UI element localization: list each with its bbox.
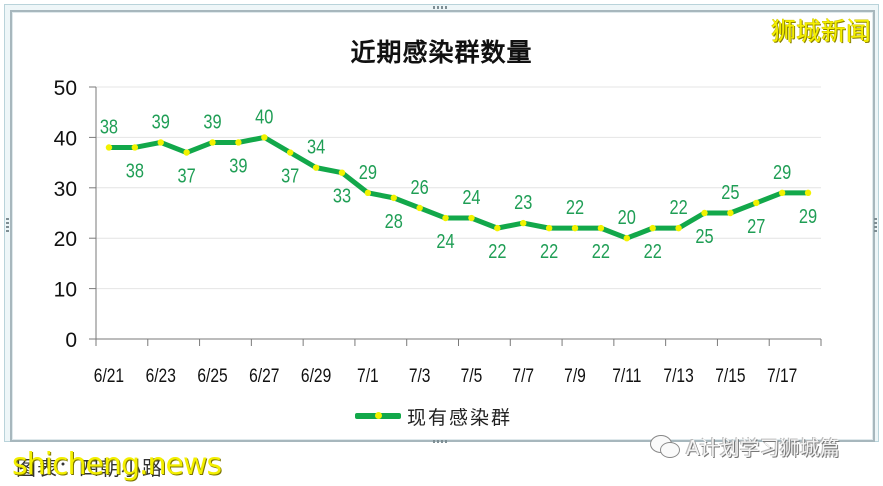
- data-point-marker: [286, 149, 294, 156]
- data-point-marker: [442, 214, 449, 222]
- data-point-marker: [390, 194, 397, 202]
- wechat-watermark: A计划学习狮城篇: [650, 432, 840, 461]
- chart-title: 近期感染群数量: [350, 38, 533, 67]
- data-label: 37: [281, 164, 299, 187]
- chart-credit: 图表：四朝小路: [16, 456, 163, 480]
- x-tick-label: 6/29: [301, 365, 331, 387]
- brand-watermark: 狮城新闻: [770, 17, 871, 46]
- data-point-marker: [105, 144, 113, 151]
- data-label: 29: [359, 160, 377, 183]
- data-label: 22: [644, 240, 662, 263]
- resize-handle-bottom[interactable]: [433, 440, 447, 443]
- x-tick-label: 6/21: [94, 365, 124, 387]
- resize-handle-right[interactable]: [874, 218, 877, 232]
- site-watermark: shicheng.news: [12, 447, 222, 482]
- data-label: 38: [126, 159, 144, 182]
- x-tick-label: 6/23: [146, 365, 176, 387]
- data-point-marker: [157, 139, 164, 146]
- chart-frame: [10, 10, 875, 442]
- x-tick-label: 7/3: [409, 365, 431, 387]
- data-label: 22: [540, 240, 558, 263]
- data-label: 22: [488, 240, 506, 263]
- data-label: 33: [333, 184, 351, 207]
- series-line: [108, 134, 809, 241]
- data-label: 23: [514, 190, 532, 213]
- legend-line-marker-icon: [355, 412, 401, 419]
- data-label: 22: [592, 240, 610, 263]
- data-point-marker: [209, 139, 216, 146]
- data-label: 34: [307, 135, 325, 158]
- data-point-marker: [778, 189, 786, 197]
- y-tick-label: 30: [54, 178, 77, 201]
- data-label: 25: [721, 180, 739, 203]
- x-tick-label: 7/13: [663, 365, 693, 387]
- data-label: 38: [100, 115, 118, 138]
- wechat-account-name: A计划学习狮城篇: [686, 436, 840, 460]
- data-label: 28: [385, 209, 403, 232]
- data-point-marker: [804, 189, 812, 197]
- data-label: 29: [799, 204, 817, 227]
- x-tick-label: 7/9: [564, 365, 586, 387]
- data-label: 25: [695, 224, 713, 247]
- x-tick-label: 6/27: [249, 365, 279, 387]
- y-tick-label: 50: [54, 77, 77, 100]
- data-point-marker: [183, 149, 190, 156]
- data-point-marker: [468, 214, 475, 222]
- data-point-marker: [338, 169, 346, 176]
- x-tick-label: 7/11: [612, 365, 641, 387]
- legend: 现有感染群: [355, 405, 513, 429]
- x-tick-label: 7/7: [512, 365, 534, 387]
- y-tick-label: 0: [65, 329, 77, 352]
- x-tick-label: 7/17: [767, 365, 797, 387]
- data-point-marker: [623, 235, 631, 242]
- data-point-marker: [261, 134, 268, 141]
- data-label: 29: [773, 160, 791, 183]
- data-label: 27: [747, 214, 765, 237]
- data-point-marker: [312, 164, 320, 171]
- data-label: 39: [203, 110, 221, 133]
- wechat-icon: [650, 434, 680, 459]
- data-point-marker: [235, 139, 242, 146]
- x-tick-label: 7/1: [357, 365, 379, 387]
- data-label: 26: [411, 175, 429, 198]
- x-tick-label: 7/5: [461, 365, 483, 387]
- data-point-marker: [727, 209, 734, 217]
- legend-label: 现有感染群: [407, 406, 513, 429]
- data-label: 40: [255, 105, 273, 128]
- data-point-marker: [571, 224, 579, 232]
- data-point-marker: [494, 224, 501, 232]
- data-label: 24: [436, 229, 454, 252]
- y-tick-label: 40: [54, 127, 77, 150]
- data-point-marker: [364, 189, 372, 197]
- x-tick-label: 6/25: [197, 365, 227, 387]
- resize-handle-top[interactable]: [433, 6, 447, 9]
- data-label: 39: [152, 110, 170, 133]
- data-point-marker: [520, 219, 527, 227]
- data-label: 22: [566, 196, 584, 219]
- data-point-marker: [649, 224, 656, 232]
- resize-handle-left[interactable]: [6, 218, 9, 232]
- data-point-marker: [753, 199, 760, 207]
- data-label: 22: [669, 196, 687, 219]
- data-label: 24: [462, 185, 480, 208]
- data-label: 20: [618, 206, 636, 229]
- data-point-marker: [701, 209, 708, 217]
- data-point-marker: [597, 224, 605, 232]
- data-label: 39: [229, 154, 247, 177]
- data-point-marker: [545, 224, 553, 232]
- data-point-marker: [131, 144, 139, 151]
- x-tick-label: 7/15: [715, 365, 745, 387]
- data-label: 37: [178, 164, 196, 187]
- y-tick-label: 10: [54, 279, 77, 302]
- y-tick-label: 20: [54, 228, 77, 251]
- data-point-marker: [416, 204, 423, 212]
- data-point-marker: [675, 224, 682, 232]
